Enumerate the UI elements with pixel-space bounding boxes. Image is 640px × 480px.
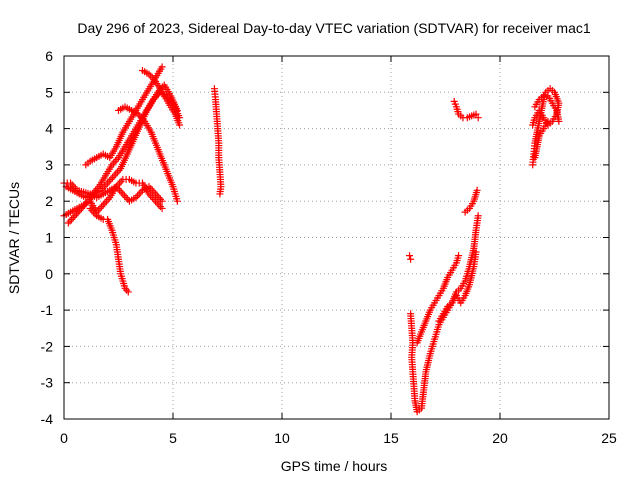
data-point: [455, 252, 463, 260]
data-point: [153, 199, 161, 207]
data-point: [555, 117, 563, 125]
marks-layer: [60, 63, 563, 416]
grid-layer: [64, 56, 609, 419]
data-point: [406, 252, 414, 260]
y-tick-label: 6: [45, 48, 53, 64]
y-tick-label: -2: [41, 338, 54, 354]
data-point: [156, 195, 164, 203]
data-point: [117, 188, 125, 196]
data-point: [158, 63, 166, 71]
data-point: [148, 194, 156, 202]
data-point: [98, 203, 106, 211]
data-point: [109, 174, 117, 182]
data-point: [153, 192, 161, 200]
data-point: [124, 195, 132, 203]
tick-labels-layer: 0 5 10 15 20 25 -4 -3 -2 -1 0 1 2 3 4 5 6: [41, 48, 617, 446]
x-tick-label: 15: [383, 430, 399, 446]
y-tick-label: 2: [45, 193, 53, 209]
y-axis-label: SDTVAR / TECUs: [6, 182, 22, 294]
x-tick-label: 5: [169, 430, 177, 446]
data-point: [173, 106, 181, 114]
data-point: [407, 255, 415, 263]
x-tick-label: 25: [601, 430, 617, 446]
data-point: [155, 201, 163, 209]
data-point: [472, 248, 480, 256]
data-point: [117, 177, 125, 185]
data-point: [116, 179, 124, 187]
data-point: [111, 157, 119, 165]
data-point: [110, 172, 118, 180]
data-point: [473, 186, 481, 194]
data-point: [472, 110, 480, 118]
ticks-layer: [63, 55, 610, 420]
y-tick-label: -1: [41, 302, 54, 318]
data-point: [113, 168, 121, 176]
data-point: [150, 195, 158, 203]
data-point: [101, 199, 109, 207]
data-point: [176, 121, 184, 129]
data-point: [155, 194, 163, 202]
data-point: [99, 201, 107, 209]
x-tick-label: 20: [492, 430, 508, 446]
y-tick-label: 1: [45, 230, 53, 246]
data-point: [105, 177, 113, 185]
data-point: [529, 121, 537, 129]
data-point: [158, 204, 166, 212]
data-point: [64, 219, 72, 227]
data-point: [173, 197, 181, 205]
y-tick-label: 5: [45, 84, 53, 100]
data-point: [156, 203, 164, 211]
data-point: [544, 117, 552, 125]
chart-title: Day 296 of 2023, Sidereal Day-to-day VTE…: [77, 20, 590, 36]
data-point: [158, 197, 166, 205]
y-tick-label: 4: [45, 121, 53, 137]
data-point: [112, 170, 120, 178]
data-point: [474, 212, 482, 220]
y-tick-label: 0: [45, 266, 53, 282]
x-tick-label: 10: [274, 430, 290, 446]
y-tick-label: -3: [41, 375, 54, 391]
data-point: [103, 197, 111, 205]
data-point: [66, 217, 74, 225]
data-point: [119, 190, 127, 198]
data-point: [124, 288, 132, 296]
data-point: [68, 215, 76, 223]
x-axis-label: GPS time / hours: [281, 458, 388, 474]
data-point: [120, 192, 128, 200]
x-tick-label: 0: [60, 430, 68, 446]
data-point: [474, 114, 482, 122]
data-point: [107, 175, 115, 183]
data-point: [150, 188, 158, 196]
data-point: [216, 190, 224, 198]
data-point: [152, 190, 160, 198]
data-point: [135, 190, 143, 198]
data-point: [96, 204, 104, 212]
data-point: [152, 197, 160, 205]
y-tick-label: -4: [41, 411, 54, 427]
y-tick-label: 3: [45, 157, 53, 173]
